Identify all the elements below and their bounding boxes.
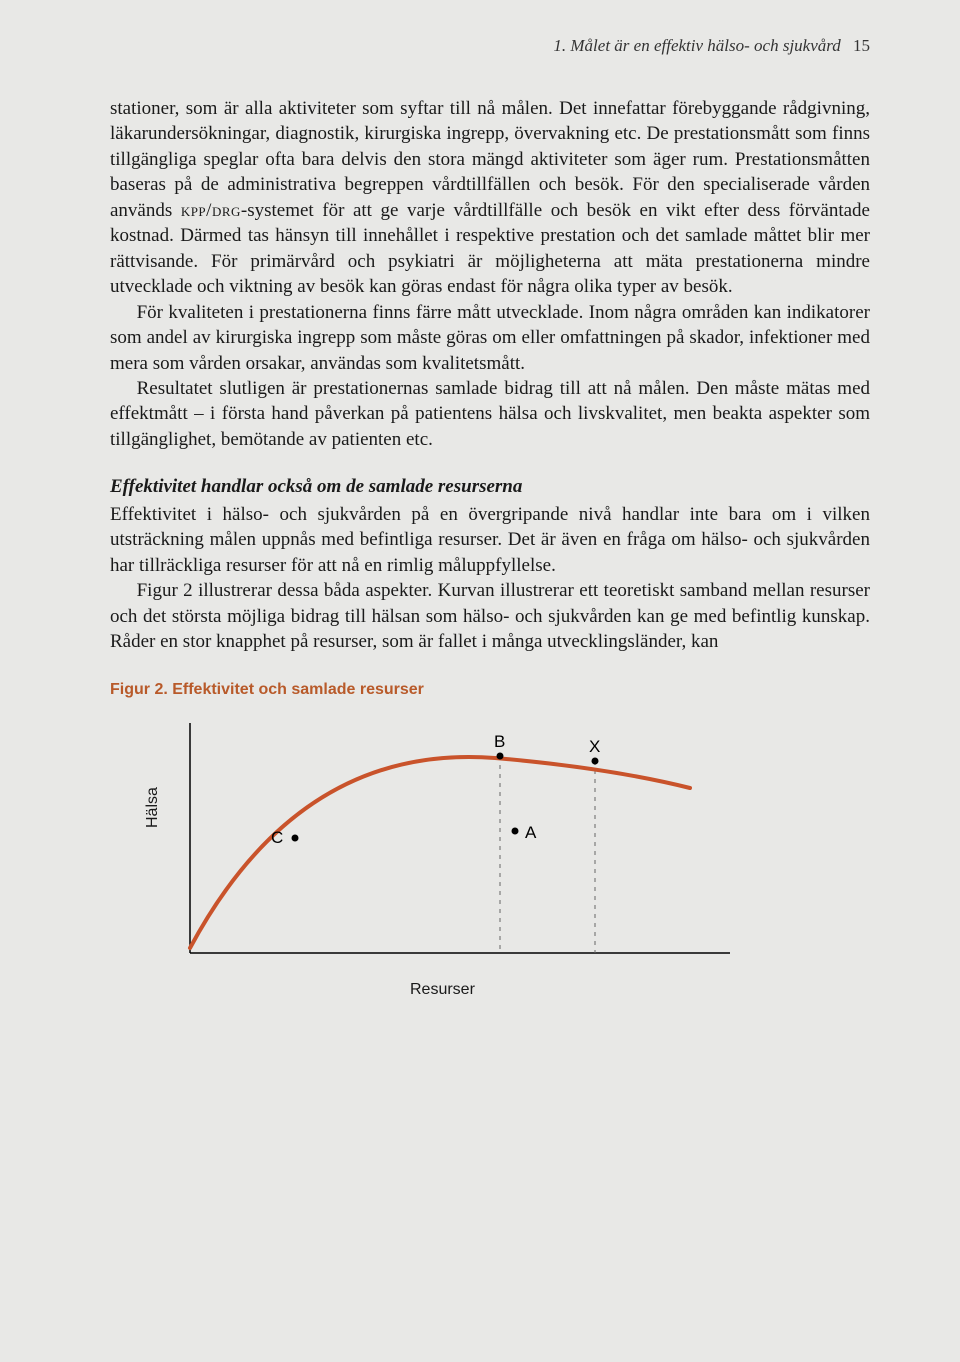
paragraph-2: För kvaliteten i prestationerna finns fä… bbox=[110, 300, 870, 376]
subheading: Effektivitet handlar också om de samlade… bbox=[110, 474, 870, 499]
running-title: 1. Målet är en effektiv hälso- och sjukv… bbox=[553, 36, 840, 55]
running-header: 1. Målet är en effektiv hälso- och sjukv… bbox=[110, 36, 870, 56]
body-text: stationer, som är alla aktiviteter som s… bbox=[110, 96, 870, 655]
x-axis-label: Resurser bbox=[410, 981, 475, 999]
figure-caption: Figur 2. Effektivitet och samlade resurs… bbox=[110, 681, 870, 699]
chart-svg bbox=[150, 713, 750, 963]
paragraph-1: stationer, som är alla aktiviteter som s… bbox=[110, 96, 870, 300]
point-label-X: X bbox=[589, 737, 600, 757]
point-label-A: A bbox=[525, 823, 536, 843]
figure-2-chart: Hälsa Resurser CABX bbox=[150, 713, 770, 983]
y-axis-label: Hälsa bbox=[144, 787, 162, 828]
paragraph-4: Effektivitet i hälso- och sjukvården på … bbox=[110, 502, 870, 578]
point-label-B: B bbox=[494, 732, 505, 752]
page-number: 15 bbox=[853, 36, 870, 55]
paragraph-5: Figur 2 illustrerar dessa båda aspekter.… bbox=[110, 578, 870, 654]
paragraph-3: Resultatet slutligen är prestationernas … bbox=[110, 376, 870, 452]
point-label-C: C bbox=[271, 828, 283, 848]
